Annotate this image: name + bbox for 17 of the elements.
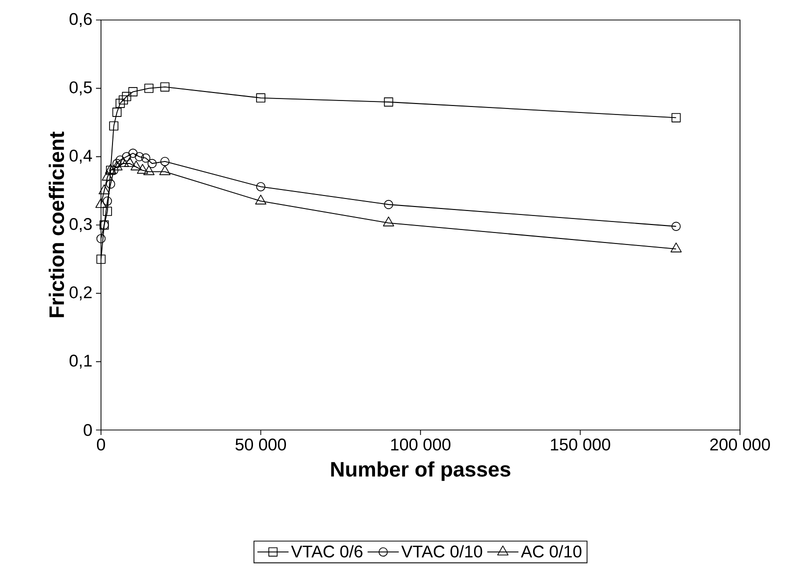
x-tick-label: 200 000	[710, 438, 770, 451]
y-tick-label: 0,1	[70, 354, 92, 369]
x-tick-label: 100 000	[391, 438, 450, 451]
y-tick-label: 0,5	[70, 81, 92, 96]
legend-label: VTAC 0/10	[401, 545, 482, 558]
x-tick-label: 0	[96, 438, 106, 451]
y-axis-title: Friction coefficient	[48, 132, 64, 318]
y-tick-label: 0,6	[70, 13, 92, 28]
x-axis-title: Number of passes	[331, 461, 510, 481]
legend-label: AC 0/10	[520, 545, 582, 558]
y-tick-label: 0,3	[70, 218, 92, 232]
x-tick-label: 50 000	[236, 438, 286, 451]
y-tick-label: 0	[84, 424, 92, 436]
legend-label: VTAC 0/6	[291, 545, 362, 558]
x-tick-label: 150 000	[550, 438, 610, 451]
y-tick-label: 0,2	[70, 286, 92, 300]
y-tick-label: 0,4	[70, 150, 92, 164]
